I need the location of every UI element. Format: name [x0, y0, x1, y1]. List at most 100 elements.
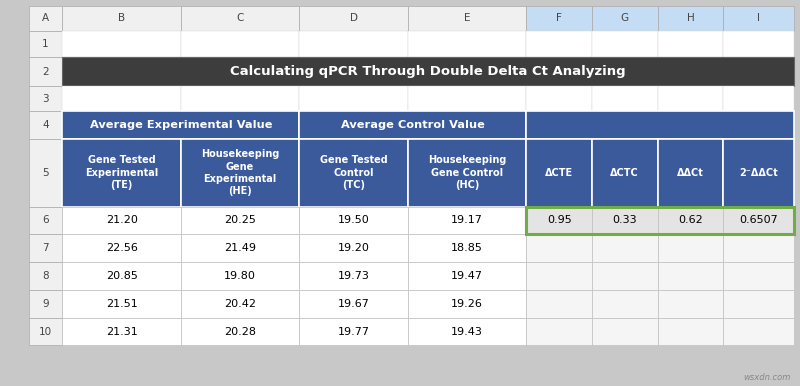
- Polygon shape: [62, 262, 181, 290]
- Text: 0.33: 0.33: [613, 215, 637, 225]
- Text: Average Control Value: Average Control Value: [341, 120, 485, 130]
- Polygon shape: [29, 318, 62, 345]
- Polygon shape: [723, 139, 794, 207]
- Polygon shape: [408, 139, 526, 207]
- Text: 21.51: 21.51: [106, 299, 138, 309]
- Polygon shape: [181, 139, 299, 207]
- Text: 19.73: 19.73: [338, 271, 370, 281]
- Polygon shape: [62, 57, 794, 86]
- Text: Housekeeping
Gene Control
(HC): Housekeeping Gene Control (HC): [428, 155, 506, 190]
- Polygon shape: [592, 86, 658, 111]
- Polygon shape: [592, 234, 658, 262]
- Polygon shape: [658, 86, 723, 111]
- Polygon shape: [408, 234, 526, 262]
- Polygon shape: [299, 31, 408, 57]
- Polygon shape: [658, 290, 723, 318]
- Text: Average Experimental Value: Average Experimental Value: [90, 120, 272, 130]
- Polygon shape: [29, 139, 62, 207]
- Polygon shape: [723, 31, 794, 57]
- Text: 4: 4: [42, 120, 49, 130]
- Text: 0.95: 0.95: [547, 215, 571, 225]
- Text: 1: 1: [42, 39, 49, 49]
- Polygon shape: [408, 262, 526, 290]
- Polygon shape: [592, 6, 658, 31]
- Polygon shape: [62, 318, 181, 345]
- Polygon shape: [658, 6, 723, 31]
- Polygon shape: [181, 207, 299, 234]
- Text: B: B: [118, 14, 125, 23]
- Polygon shape: [723, 318, 794, 345]
- Text: 21.31: 21.31: [106, 327, 138, 337]
- Polygon shape: [29, 290, 62, 318]
- Polygon shape: [723, 262, 794, 290]
- Text: E: E: [464, 14, 470, 23]
- Text: 8: 8: [42, 271, 49, 281]
- Polygon shape: [29, 6, 62, 31]
- Text: 19.80: 19.80: [224, 271, 256, 281]
- Text: H: H: [686, 14, 694, 23]
- Text: ΔCTE: ΔCTE: [545, 168, 574, 178]
- Text: G: G: [621, 14, 629, 23]
- Polygon shape: [526, 111, 794, 139]
- Polygon shape: [592, 262, 658, 290]
- Polygon shape: [299, 139, 408, 207]
- Polygon shape: [658, 234, 723, 262]
- Text: D: D: [350, 14, 358, 23]
- Polygon shape: [592, 207, 658, 234]
- Polygon shape: [408, 86, 526, 111]
- Polygon shape: [723, 86, 794, 111]
- Polygon shape: [181, 318, 299, 345]
- Polygon shape: [592, 318, 658, 345]
- Text: 20.28: 20.28: [224, 327, 256, 337]
- Polygon shape: [299, 207, 408, 234]
- Text: I: I: [757, 14, 760, 23]
- Polygon shape: [299, 262, 408, 290]
- Text: 3: 3: [42, 94, 49, 103]
- Text: 2⁻ΔΔCt: 2⁻ΔΔCt: [739, 168, 778, 178]
- Polygon shape: [299, 318, 408, 345]
- Polygon shape: [723, 6, 794, 31]
- Polygon shape: [62, 86, 181, 111]
- Text: 2: 2: [42, 67, 49, 76]
- Polygon shape: [181, 262, 299, 290]
- Text: 20.85: 20.85: [106, 271, 138, 281]
- Polygon shape: [408, 318, 526, 345]
- Polygon shape: [658, 318, 723, 345]
- Text: 5: 5: [42, 168, 49, 178]
- Polygon shape: [526, 318, 592, 345]
- Polygon shape: [592, 139, 658, 207]
- Polygon shape: [592, 290, 658, 318]
- Polygon shape: [658, 31, 723, 57]
- Polygon shape: [62, 111, 299, 139]
- Text: 22.56: 22.56: [106, 243, 138, 253]
- Polygon shape: [62, 290, 181, 318]
- Polygon shape: [592, 31, 658, 57]
- Text: 9: 9: [42, 299, 49, 309]
- Polygon shape: [62, 31, 181, 57]
- Text: 21.20: 21.20: [106, 215, 138, 225]
- Polygon shape: [526, 139, 592, 207]
- Polygon shape: [181, 6, 299, 31]
- Text: 19.43: 19.43: [451, 327, 483, 337]
- Polygon shape: [62, 139, 181, 207]
- Polygon shape: [658, 207, 723, 234]
- Text: 20.25: 20.25: [224, 215, 256, 225]
- Polygon shape: [408, 6, 526, 31]
- Polygon shape: [299, 111, 526, 139]
- Polygon shape: [29, 57, 62, 86]
- Polygon shape: [181, 234, 299, 262]
- Polygon shape: [526, 31, 592, 57]
- Text: 19.50: 19.50: [338, 215, 370, 225]
- Polygon shape: [299, 6, 408, 31]
- Polygon shape: [723, 207, 794, 234]
- Polygon shape: [408, 207, 526, 234]
- Polygon shape: [29, 31, 62, 57]
- Text: 19.47: 19.47: [451, 271, 483, 281]
- Text: Gene Tested
Experimental
(TE): Gene Tested Experimental (TE): [85, 155, 158, 190]
- Text: Calculating qPCR Through Double Delta Ct Analyzing: Calculating qPCR Through Double Delta Ct…: [230, 65, 626, 78]
- Text: 7: 7: [42, 243, 49, 253]
- Polygon shape: [62, 234, 181, 262]
- Polygon shape: [29, 111, 62, 139]
- Polygon shape: [29, 262, 62, 290]
- Polygon shape: [408, 290, 526, 318]
